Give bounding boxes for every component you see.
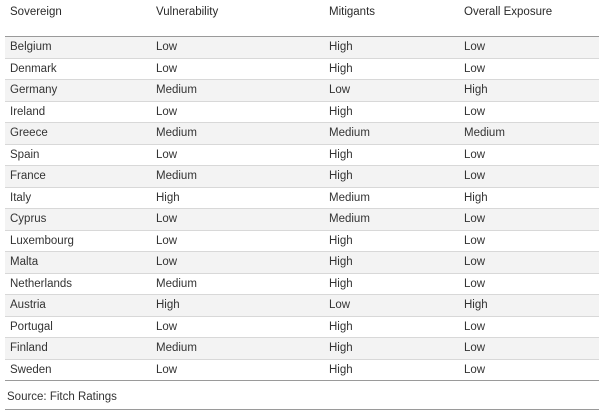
table-row: Malta Low High Low (5, 251, 599, 274)
cell-vulnerability: Medium (151, 79, 324, 102)
table-row: Spain Low High Low (5, 144, 599, 166)
cell-vulnerability: Low (151, 230, 324, 252)
table-row: Austria High Low High (5, 294, 599, 317)
cell-overall-exposure: Low (459, 58, 599, 80)
cell-mitigants: High (324, 316, 459, 338)
cell-mitigants: High (324, 165, 459, 188)
cell-sovereign: Luxembourg (5, 230, 151, 252)
table-header-row: Sovereign Vulnerability Mitigants Overal… (5, 3, 599, 37)
header-sovereign: Sovereign (5, 3, 151, 37)
cell-sovereign: Greece (5, 122, 151, 145)
cell-overall-exposure: Low (459, 230, 599, 252)
cell-overall-exposure: High (459, 187, 599, 209)
table-row: Netherlands Medium High Low (5, 273, 599, 295)
cell-vulnerability: Medium (151, 165, 324, 188)
cell-mitigants: High (324, 359, 459, 381)
table-row: Luxembourg Low High Low (5, 230, 599, 252)
cell-mitigants: High (324, 337, 459, 360)
cell-mitigants: Medium (324, 122, 459, 145)
table-row: Denmark Low High Low (5, 58, 599, 80)
cell-vulnerability: Low (151, 359, 324, 381)
cell-overall-exposure: High (459, 294, 599, 317)
cell-sovereign: Austria (5, 294, 151, 317)
table-row: Italy High Medium High (5, 187, 599, 209)
cell-vulnerability: Low (151, 208, 324, 231)
cell-vulnerability: Low (151, 58, 324, 80)
header-vulnerability: Vulnerability (151, 3, 324, 37)
cell-sovereign: Cyprus (5, 208, 151, 231)
cell-overall-exposure: Low (459, 337, 599, 360)
table-row: France Medium High Low (5, 165, 599, 188)
cell-overall-exposure: Medium (459, 122, 599, 145)
exposure-table-container: Sovereign Vulnerability Mitigants Overal… (5, 3, 599, 410)
table-row: Cyprus Low Medium Low (5, 208, 599, 231)
cell-overall-exposure: Low (459, 359, 599, 381)
cell-overall-exposure: Low (459, 36, 599, 59)
cell-sovereign: Spain (5, 144, 151, 166)
cell-vulnerability: Medium (151, 122, 324, 145)
cell-sovereign: Portugal (5, 316, 151, 338)
cell-sovereign: Denmark (5, 58, 151, 80)
cell-sovereign: Italy (5, 187, 151, 209)
cell-mitigants: High (324, 58, 459, 80)
cell-vulnerability: Low (151, 101, 324, 123)
cell-overall-exposure: Low (459, 144, 599, 166)
cell-mitigants: High (324, 251, 459, 274)
cell-sovereign: Sweden (5, 359, 151, 381)
cell-sovereign: Malta (5, 251, 151, 274)
cell-sovereign: Netherlands (5, 273, 151, 295)
table-row: Finland Medium High Low (5, 337, 599, 360)
cell-vulnerability: Low (151, 316, 324, 338)
cell-overall-exposure: High (459, 79, 599, 102)
table-row: Ireland Low High Low (5, 101, 599, 123)
cell-sovereign: Belgium (5, 36, 151, 59)
cell-vulnerability: Medium (151, 337, 324, 360)
cell-overall-exposure: Low (459, 101, 599, 123)
table-body: Belgium Low High Low Denmark Low High Low German… (5, 36, 599, 381)
cell-mitigants: High (324, 101, 459, 123)
cell-mitigants: High (324, 230, 459, 252)
cell-mitigants: High (324, 36, 459, 59)
cell-mitigants: High (324, 273, 459, 295)
cell-overall-exposure: Low (459, 208, 599, 231)
cell-vulnerability: Medium (151, 273, 324, 295)
cell-overall-exposure: Low (459, 316, 599, 338)
cell-mitigants: Medium (324, 187, 459, 209)
cell-mitigants: Medium (324, 208, 459, 231)
cell-vulnerability: High (151, 294, 324, 317)
cell-sovereign: France (5, 165, 151, 188)
cell-sovereign: Ireland (5, 101, 151, 123)
header-mitigants: Mitigants (324, 3, 459, 37)
table-row: Germany Medium Low High (5, 79, 599, 102)
cell-overall-exposure: Low (459, 273, 599, 295)
source-note: Source: Fitch Ratings (5, 391, 599, 410)
table-row: Belgium Low High Low (5, 36, 599, 59)
cell-mitigants: Low (324, 294, 459, 317)
exposure-table: Sovereign Vulnerability Mitigants Overal… (5, 3, 599, 381)
table-row: Sweden Low High Low (5, 359, 599, 381)
header-overall-exposure: Overall Exposure (459, 3, 599, 37)
cell-vulnerability: High (151, 187, 324, 209)
cell-mitigants: High (324, 144, 459, 166)
cell-overall-exposure: Low (459, 251, 599, 274)
table-row: Portugal Low High Low (5, 316, 599, 338)
cell-vulnerability: Low (151, 251, 324, 274)
cell-vulnerability: Low (151, 144, 324, 166)
cell-vulnerability: Low (151, 36, 324, 59)
cell-sovereign: Germany (5, 79, 151, 102)
table-row: Greece Medium Medium Medium (5, 122, 599, 145)
cell-sovereign: Finland (5, 337, 151, 360)
cell-overall-exposure: Low (459, 165, 599, 188)
cell-mitigants: Low (324, 79, 459, 102)
